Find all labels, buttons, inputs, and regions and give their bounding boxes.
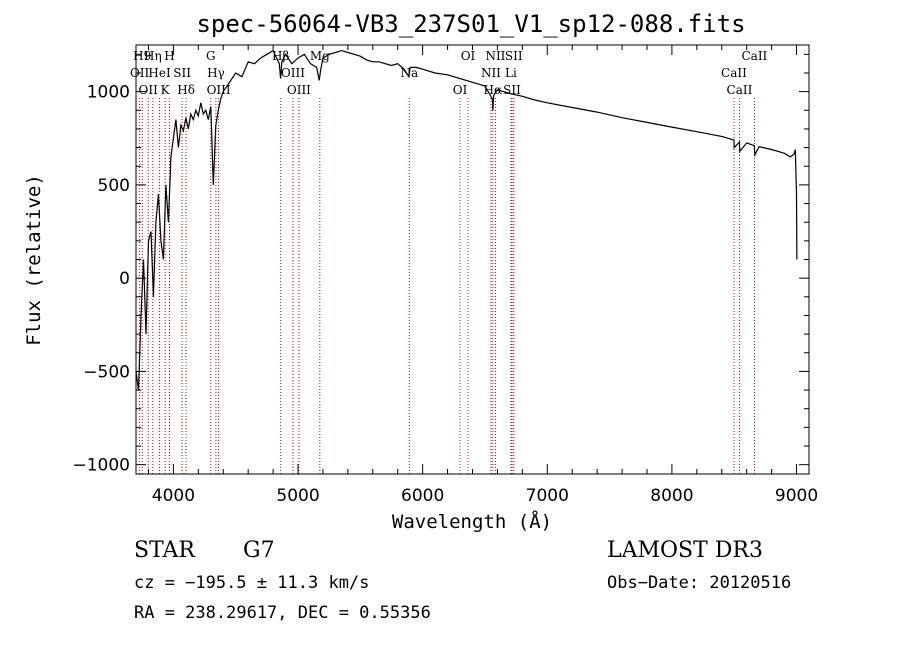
- chart-title: spec-56064-VB3_237S01_V1_sp12-088.fits: [196, 10, 745, 38]
- marker-label-Hβ: Hβ: [272, 49, 289, 63]
- marker-label-OIII: OIII: [287, 83, 311, 97]
- y-tick-label-500: 500: [98, 176, 130, 196]
- x-tick-label-6000: 6000: [401, 486, 444, 506]
- marker-label-Hα: Hα: [484, 83, 503, 97]
- observation-date: Obs−Date: 20120516: [607, 573, 792, 593]
- marker-label-OIII: OIII: [207, 83, 231, 97]
- marker-label-G: G: [206, 49, 216, 63]
- marker-label-SII: SII: [173, 66, 191, 80]
- object-type: STAR: [134, 538, 195, 563]
- marker-label-OII: OII: [139, 83, 159, 97]
- x-tick-label-4000: 4000: [152, 486, 195, 506]
- marker-label-H: H: [164, 49, 174, 63]
- marker-label-SII: SII: [503, 83, 521, 97]
- marker-label-NII: NII: [485, 49, 505, 63]
- marker-label-K: K: [161, 83, 171, 97]
- spectral-class: G7: [243, 538, 275, 563]
- marker-label-Li: Li: [505, 66, 517, 80]
- marker-label-CaII: CaII: [727, 83, 753, 97]
- marker-label-OI: OI: [461, 49, 476, 63]
- x-tick-label-5000: 5000: [276, 486, 319, 506]
- y-axis-label: Flux (relative): [23, 174, 45, 346]
- axes-frame: [135, 44, 810, 475]
- ra-dec-coordinates: RA = 238.29617, DEC = 0.55356: [134, 603, 431, 623]
- marker-label-CaII: CaII: [721, 66, 747, 80]
- x-axis-label: Wavelength (Å): [392, 510, 552, 533]
- marker-label-HeI: HeI: [148, 66, 171, 80]
- x-tick-label-9000: 9000: [775, 486, 818, 506]
- y-tick-label-1000: 1000: [87, 83, 130, 103]
- y-tick-label--1000: −1000: [72, 456, 130, 476]
- marker-label-NII: NII: [481, 66, 501, 80]
- survey-name: LAMOST DR3: [607, 538, 763, 563]
- redshift-cz: cz = −195.5 ± 11.3 km/s: [134, 573, 370, 593]
- x-tick-label-8000: 8000: [650, 486, 693, 506]
- axis-ticks: 4000 5000 6000 7000 8000 9000 −1000 −500 0 500 100…: [72, 45, 818, 506]
- y-tick-label-0: 0: [119, 269, 130, 289]
- x-tick-label-7000: 7000: [526, 486, 569, 506]
- marker-label-OI: OI: [453, 83, 468, 97]
- marker-label-CaII: CaII: [741, 49, 767, 63]
- marker-label-Hη: Hη: [144, 49, 162, 63]
- y-tick-label--500: −500: [83, 362, 130, 382]
- marker-label-Mg: Mg: [310, 49, 330, 63]
- marker-label-Hδ: Hδ: [177, 83, 195, 97]
- marker-label-Hγ: Hγ: [207, 66, 225, 80]
- marker-label-OIII: OIII: [281, 66, 305, 80]
- line-markers: H9OIIOIIHηHeIKHSIIHδGHγOIIIHβOIIIOIIIMgN…: [130, 49, 768, 474]
- marker-label-SII: SII: [505, 49, 523, 63]
- marker-label-H9: H9: [133, 49, 151, 63]
- spectrum-series-line: [135, 49, 798, 391]
